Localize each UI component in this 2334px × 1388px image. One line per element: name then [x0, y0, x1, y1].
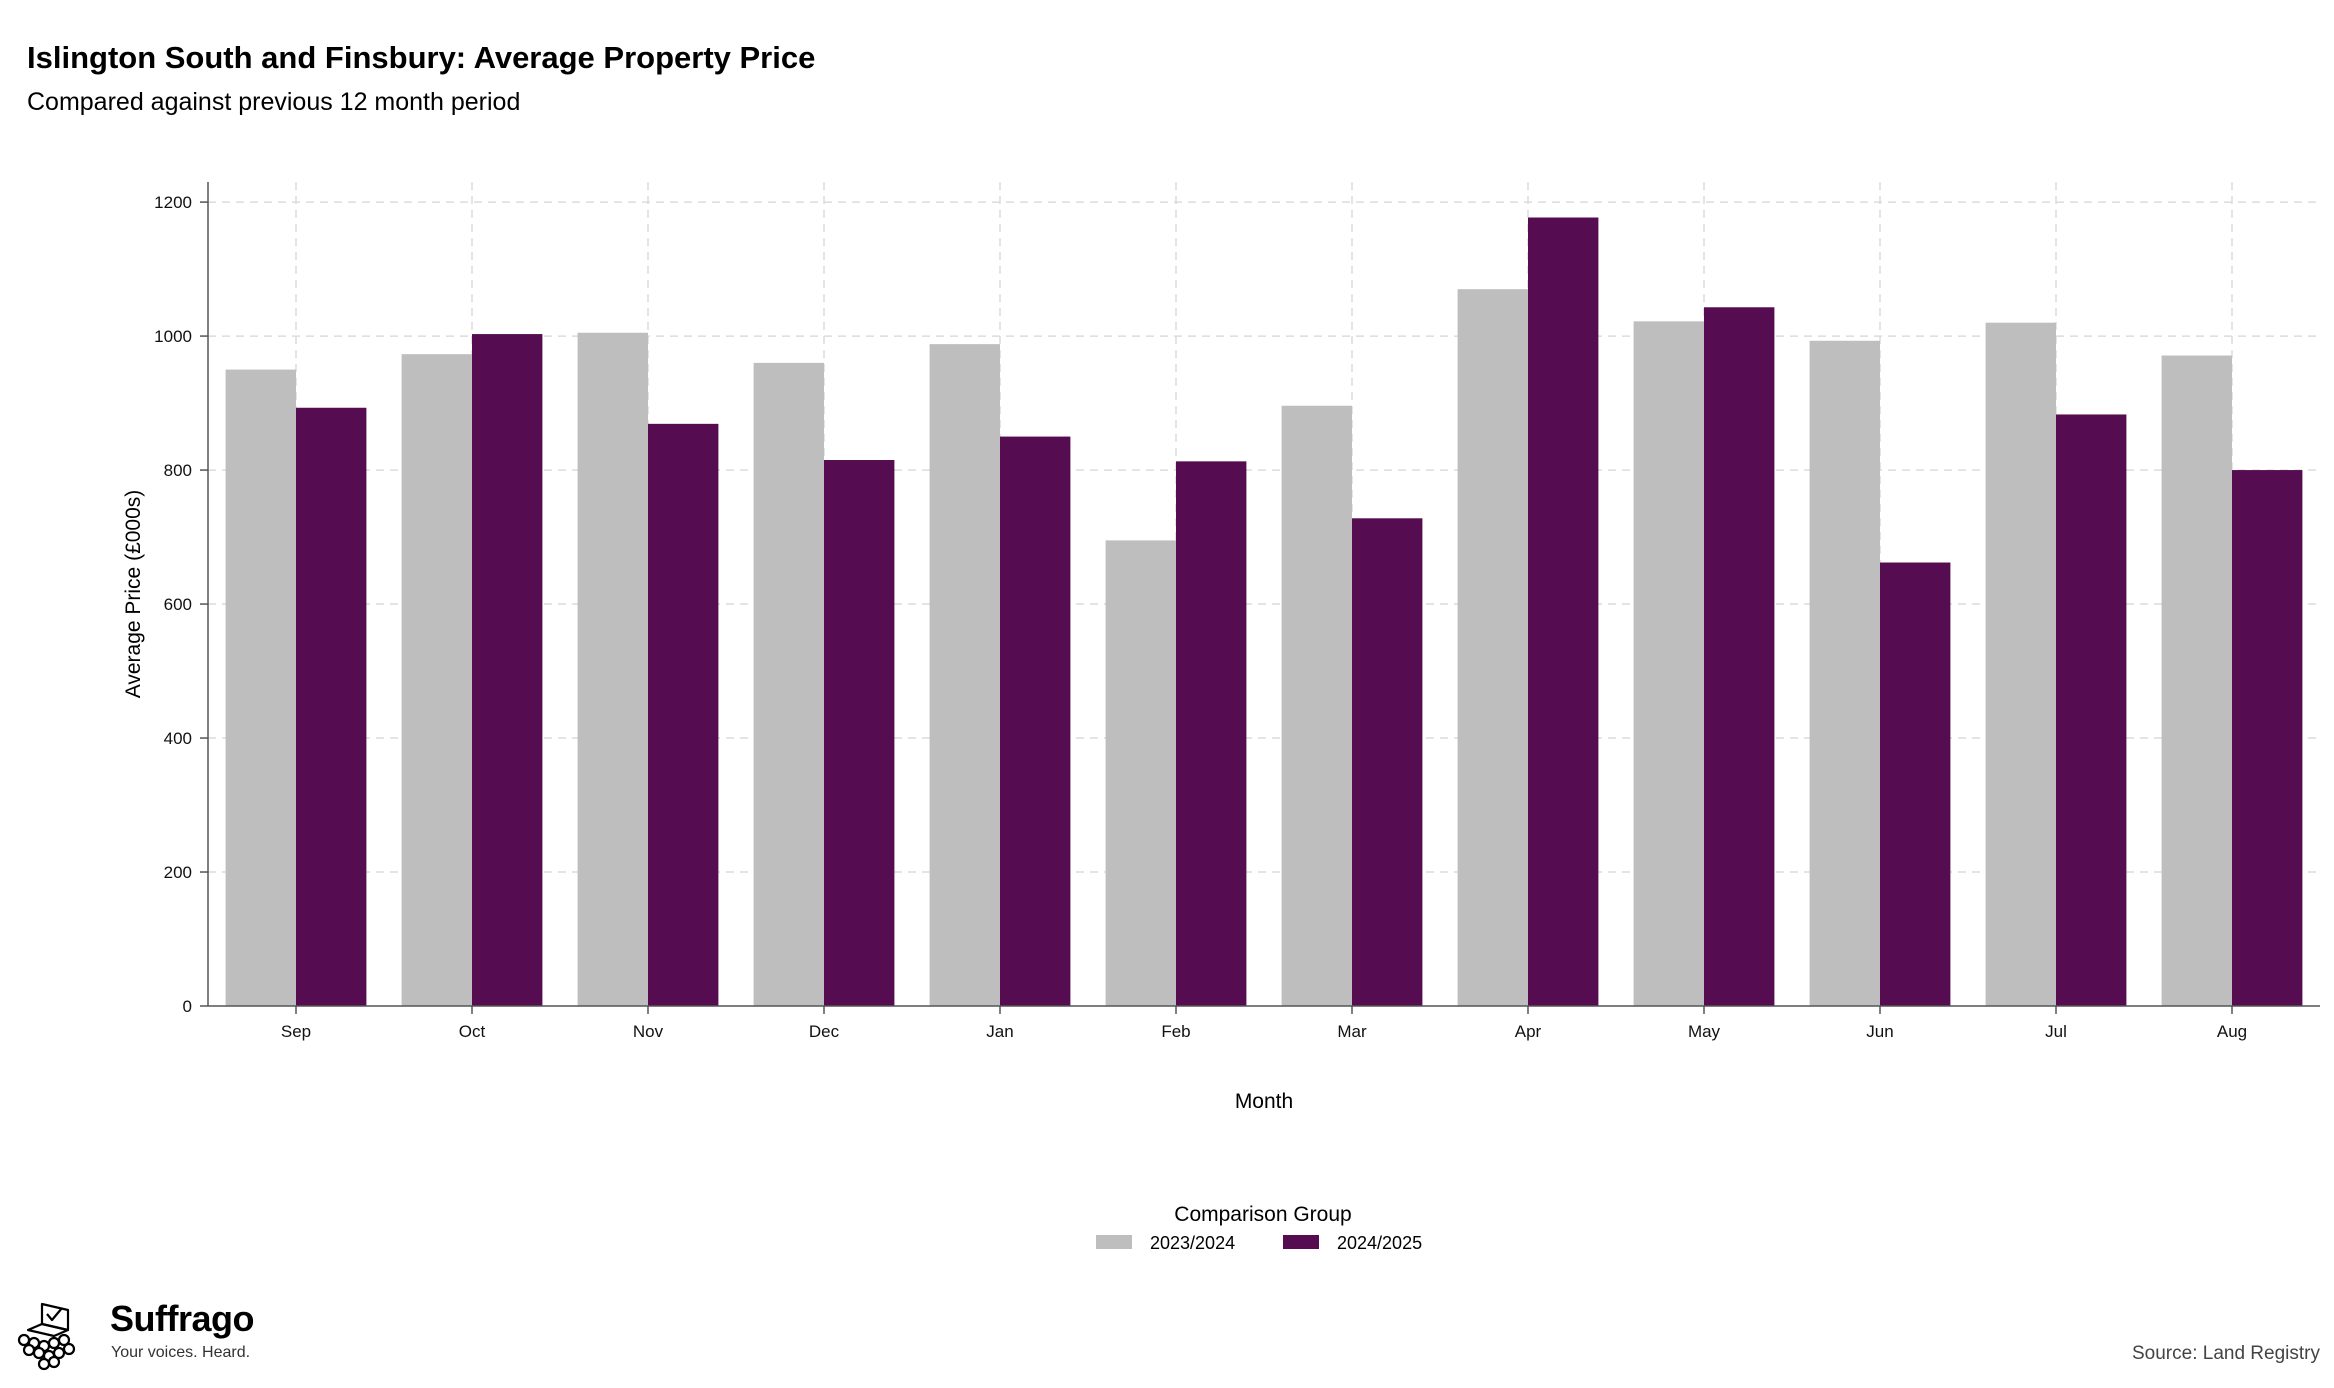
bar-2023-2024-oct — [401, 354, 472, 1007]
bar-2024-2025-aug — [2232, 470, 2303, 1006]
bar-2024-2025-feb — [1176, 461, 1247, 1007]
x-tick-label: Nov — [633, 1022, 664, 1041]
bar-2024-2025-jun — [1880, 562, 1951, 1006]
y-tick-label: 200 — [164, 863, 192, 882]
y-tick-label: 1200 — [154, 193, 192, 212]
chart-subtitle: Compared against previous 12 month perio… — [27, 88, 521, 116]
bar-2023-2024-jun — [1809, 340, 1880, 1006]
x-tick-label: Jan — [986, 1022, 1013, 1041]
bar-2023-2024-mar — [1281, 405, 1352, 1007]
x-tick-label: Apr — [1515, 1022, 1542, 1041]
bar-2024-2025-oct — [472, 334, 543, 1006]
bar-2024-2025-sep — [296, 407, 367, 1007]
legend-title: Comparison Group — [1174, 1203, 1351, 1226]
bar-2023-2024-dec — [753, 362, 824, 1006]
x-tick-label: Oct — [459, 1022, 486, 1041]
legend-label: 2024/2025 — [1337, 1233, 1422, 1253]
ballot-box-icon — [17, 1302, 76, 1371]
bar-2023-2024-jul — [1985, 322, 2056, 1006]
brand-tagline: Your voices. Heard. — [111, 1344, 251, 1361]
y-axis-title: Average Price (£000s) — [122, 490, 145, 699]
bar-2023-2024-aug — [2161, 355, 2232, 1007]
bar-2024-2025-mar — [1352, 518, 1423, 1006]
bar-2024-2025-dec — [824, 460, 895, 1007]
x-tick-label: May — [1688, 1022, 1721, 1041]
x-axis-title: Month — [1235, 1090, 1293, 1113]
bar-2024-2025-apr — [1528, 217, 1599, 1007]
y-tick-label: 1000 — [154, 327, 192, 346]
bar-2023-2024-apr — [1457, 289, 1528, 1006]
chart-title: Islington South and Finsbury: Average Pr… — [27, 40, 816, 75]
source-note: Source: Land Registry — [2132, 1343, 2320, 1364]
bar-2024-2025-jan — [1000, 436, 1071, 1006]
y-tick-label: 800 — [164, 461, 192, 480]
x-tick-label: Jun — [1866, 1022, 1893, 1041]
bar-2023-2024-may — [1633, 321, 1704, 1006]
x-tick-label: Sep — [281, 1022, 311, 1041]
bar-2023-2024-nov — [577, 332, 648, 1007]
legend-swatch-2024-2025 — [1283, 1235, 1319, 1249]
x-tick-label: Aug — [2217, 1022, 2247, 1041]
bar-2024-2025-may — [1704, 307, 1775, 1007]
brand-name: Suffrago — [110, 1298, 255, 1339]
x-tick-label: Feb — [1161, 1022, 1190, 1041]
legend-swatch-2023-2024 — [1096, 1235, 1132, 1249]
legend-label: 2023/2024 — [1150, 1233, 1235, 1253]
y-tick-label: 400 — [164, 729, 192, 748]
y-tick-label: 600 — [164, 595, 192, 614]
y-tick-label: 0 — [183, 997, 192, 1016]
bar-2023-2024-feb — [1105, 540, 1176, 1006]
bar-2023-2024-jan — [929, 344, 1000, 1006]
bar-2023-2024-sep — [225, 369, 296, 1006]
bar-2024-2025-jul — [2056, 414, 2127, 1006]
bar-2024-2025-nov — [648, 423, 719, 1006]
x-tick-label: Jul — [2045, 1022, 2067, 1041]
x-tick-label: Dec — [809, 1022, 840, 1041]
x-tick-label: Mar — [1337, 1022, 1367, 1041]
